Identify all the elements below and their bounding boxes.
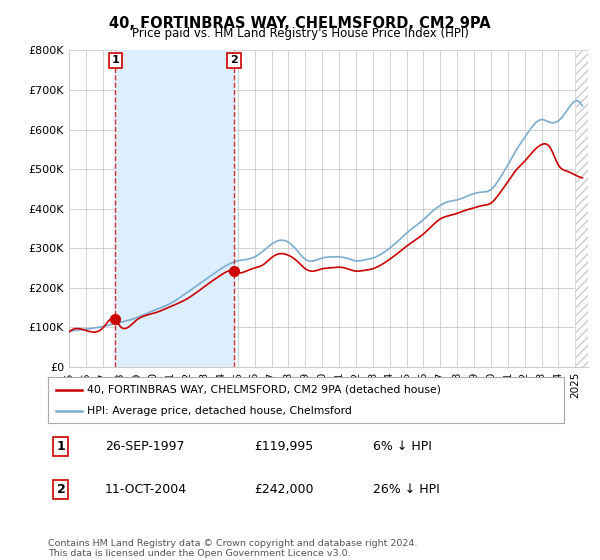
Text: £119,995: £119,995: [254, 440, 314, 453]
Text: 40, FORTINBRAS WAY, CHELMSFORD, CM2 9PA: 40, FORTINBRAS WAY, CHELMSFORD, CM2 9PA: [109, 16, 491, 31]
Text: Price paid vs. HM Land Registry's House Price Index (HPI): Price paid vs. HM Land Registry's House …: [131, 27, 469, 40]
Text: 1: 1: [112, 55, 119, 66]
Bar: [115, 50, 234, 367]
Text: 11-OCT-2004: 11-OCT-2004: [105, 483, 187, 496]
Text: 1: 1: [56, 440, 65, 453]
Text: 2: 2: [56, 483, 65, 496]
Text: 6% ↓ HPI: 6% ↓ HPI: [373, 440, 432, 453]
Bar: [575, 50, 588, 367]
Point: [229, 267, 239, 276]
Text: £242,000: £242,000: [254, 483, 314, 496]
Text: Contains HM Land Registry data © Crown copyright and database right 2024.
This d: Contains HM Land Registry data © Crown c…: [48, 539, 418, 558]
Text: 40, FORTINBRAS WAY, CHELMSFORD, CM2 9PA (detached house): 40, FORTINBRAS WAY, CHELMSFORD, CM2 9PA …: [86, 385, 440, 395]
Text: 26% ↓ HPI: 26% ↓ HPI: [373, 483, 440, 496]
Text: HPI: Average price, detached house, Chelmsford: HPI: Average price, detached house, Chel…: [86, 407, 352, 416]
Text: 26-SEP-1997: 26-SEP-1997: [105, 440, 184, 453]
Text: 2: 2: [230, 55, 238, 66]
Point: [110, 315, 120, 324]
Bar: [575, 50, 588, 367]
